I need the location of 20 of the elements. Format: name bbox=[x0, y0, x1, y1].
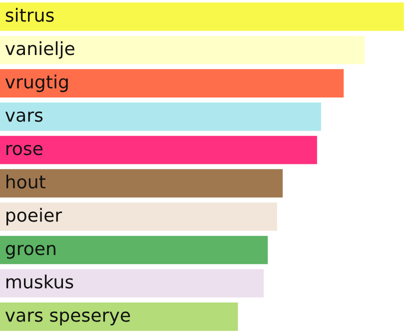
y-tick-label: hout bbox=[6, 174, 46, 189]
bar bbox=[0, 36, 365, 64]
bar bbox=[0, 69, 344, 98]
bar bbox=[0, 102, 322, 131]
bar bbox=[0, 236, 268, 264]
y-tick-label: vars speserye bbox=[5, 312, 130, 326]
y-tick-label: vrugtig bbox=[5, 74, 68, 92]
y-tick-label: muskus bbox=[6, 274, 74, 289]
bar bbox=[0, 136, 318, 164]
bar bbox=[0, 269, 264, 298]
y-tick-label: vanielje bbox=[5, 41, 74, 59]
y-tick-label: poeier bbox=[6, 208, 62, 226]
y-tick-label: sitrus bbox=[6, 8, 54, 22]
bar bbox=[0, 302, 238, 331]
bar bbox=[0, 169, 283, 198]
bar bbox=[0, 2, 404, 31]
y-tick-label: groen bbox=[6, 244, 56, 259]
y-tick-label: vars bbox=[5, 112, 43, 122]
bar bbox=[0, 202, 278, 231]
y-tick-label: rose bbox=[6, 144, 42, 156]
